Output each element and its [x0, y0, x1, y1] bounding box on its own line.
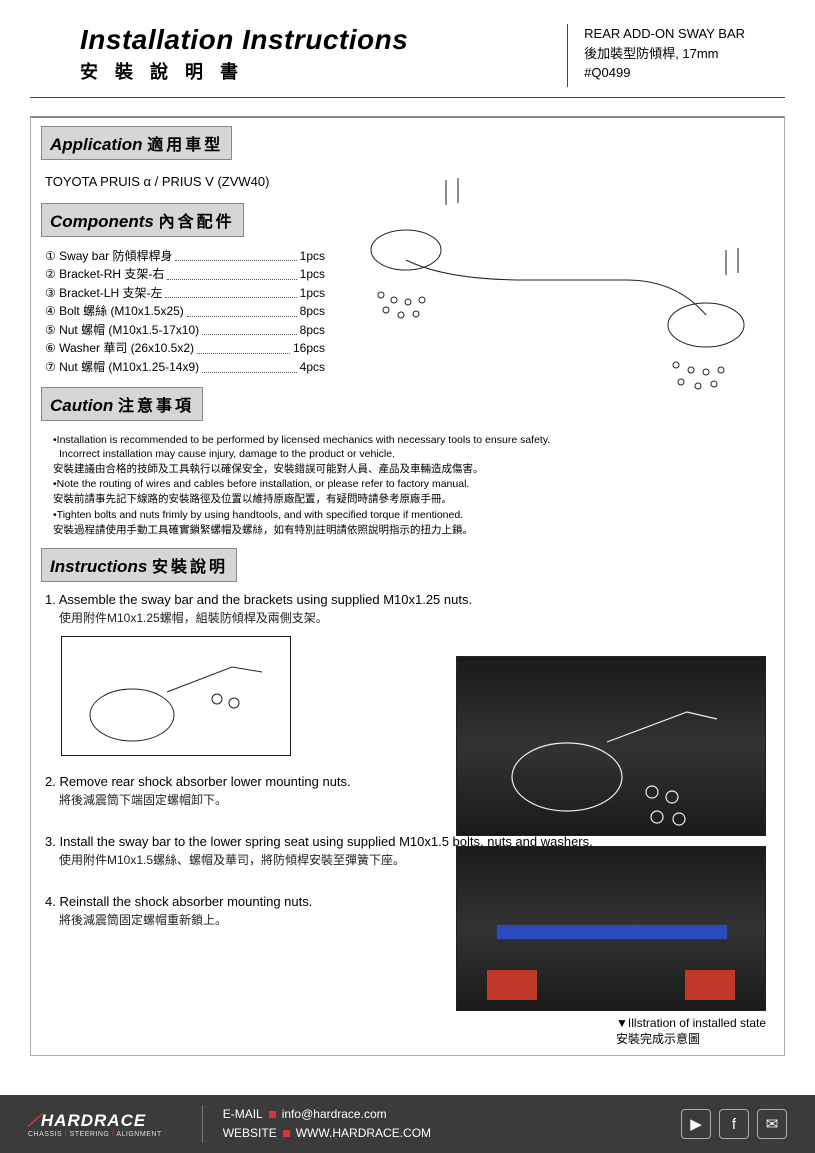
section-label-en: Instructions — [50, 557, 147, 576]
component-label: ② Bracket-RH 支架-右 — [45, 265, 164, 284]
brand-tagline: CHASSIS / STEERING / ALIGNMENT — [28, 1131, 162, 1138]
caution-line: 安裝過程請使用手動工具確實鎖緊螺帽及螺絲，如有特別註明請依照說明指示的扭力上鎖。 — [53, 523, 557, 537]
component-label: ④ Bolt 螺絲 (M10x1.5x25) — [45, 302, 184, 321]
component-qty: 4pcs — [300, 358, 325, 377]
section-instructions: Instructions 安裝說明 — [41, 548, 237, 582]
caution-line: •Tighten bolts and nuts frimly by using … — [53, 508, 557, 522]
product-code: #Q0499 — [584, 63, 745, 83]
social-icons: ▶ f ✉ — [681, 1109, 787, 1139]
component-qty: 8pcs — [300, 302, 325, 321]
component-qty: 1pcs — [300, 284, 325, 303]
step-diagram — [61, 636, 291, 756]
install-photo-1 — [456, 656, 766, 836]
product-info: REAR ADD-ON SWAY BAR 後加裝型防傾桿, 17mm #Q049… — [567, 24, 745, 87]
caption-en: ▼Illstration of installed state — [616, 1016, 766, 1030]
product-name-en: REAR ADD-ON SWAY BAR — [584, 24, 745, 44]
website-label: WEBSITE — [223, 1126, 277, 1140]
content-frame: Application 適用車型 TOYOTA PRUIS α / PRIUS … — [30, 116, 785, 1056]
caution-line: 安裝前請事先記下線路的安裝路徑及位置以維持原廠配置，有疑問時請參考原廠手冊。 — [53, 492, 557, 506]
component-label: ⑤ Nut 螺帽 (M10x1.5-17x10) — [45, 321, 199, 340]
facebook-icon[interactable]: f — [719, 1109, 749, 1139]
section-label-zh: 注意事項 — [118, 398, 194, 415]
component-label: ⑥ Washer 華司 (26x10.5x2) — [45, 339, 194, 358]
section-label-en: Caution — [50, 396, 113, 415]
component-row: ④ Bolt 螺絲 (M10x1.5x25) 8pcs — [45, 302, 325, 321]
brand-name: HARDRACE — [41, 1111, 146, 1130]
wechat-icon[interactable]: ✉ — [757, 1109, 787, 1139]
assembly-diagram — [346, 150, 766, 410]
component-row: ② Bracket-RH 支架-右 1pcs — [45, 265, 325, 284]
page-footer: ⟋HARDRACE CHASSIS / STEERING / ALIGNMENT… — [0, 1095, 815, 1153]
document-header: Installation Instructions 安 裝 說 明 書 REAR… — [30, 0, 785, 98]
title-zh: 安 裝 說 明 書 — [80, 58, 567, 84]
caution-line: •Note the routing of wires and cables be… — [53, 477, 557, 491]
section-components: Components 內含配件 — [41, 203, 244, 237]
step-text-zh: 使用附件M10x1.25螺帽，組裝防傾桿及兩側支架。 — [59, 609, 770, 626]
caption-zh: 安裝完成示意圖 — [616, 1030, 766, 1047]
section-caution: Caution 注意事項 — [41, 387, 203, 421]
brand-logo: ⟋HARDRACE — [28, 1111, 162, 1131]
component-row: ⑤ Nut 螺帽 (M10x1.5-17x10) 8pcs — [45, 321, 325, 340]
step: 1. Assemble the sway bar and the bracket… — [45, 592, 770, 626]
component-qty: 16pcs — [293, 339, 325, 358]
section-label-zh: 內含配件 — [159, 214, 235, 231]
section-label-zh: 安裝說明 — [152, 559, 228, 576]
install-photo-2 — [456, 846, 766, 1011]
title-en: Installation Instructions — [80, 24, 567, 56]
product-name-zh: 後加裝型防傾桿, 17mm — [584, 44, 745, 64]
caution-text: •Installation is recommended to be perfo… — [41, 427, 561, 548]
photo-caption: ▼Illstration of installed state 安裝完成示意圖 — [616, 1016, 766, 1047]
email-label: E-MAIL — [223, 1107, 263, 1121]
section-label-en: Components — [50, 212, 154, 231]
component-label: ⑦ Nut 螺帽 (M10x1.25-14x9) — [45, 358, 199, 377]
component-qty: 1pcs — [300, 247, 325, 266]
component-label: ① Sway bar 防傾桿桿身 — [45, 247, 172, 266]
caution-line: •Installation is recommended to be perfo… — [53, 433, 557, 461]
component-row: ③ Bracket-LH 支架-左 1pcs — [45, 284, 325, 303]
caution-line: 安裝建議由合格的技師及工具執行以確保安全，安裝錯誤可能對人員、產品及車輛造成傷害… — [53, 462, 557, 476]
youtube-icon[interactable]: ▶ — [681, 1109, 711, 1139]
component-label: ③ Bracket-LH 支架-左 — [45, 284, 162, 303]
section-application: Application 適用車型 — [41, 126, 232, 160]
website-value: WWW.HARDRACE.COM — [296, 1126, 431, 1140]
component-row: ① Sway bar 防傾桿桿身 1pcs — [45, 247, 325, 266]
email-value: info@hardrace.com — [282, 1107, 387, 1121]
component-qty: 8pcs — [300, 321, 325, 340]
step-text-en: 1. Assemble the sway bar and the bracket… — [45, 592, 770, 607]
section-label-en: Application — [50, 135, 143, 154]
section-label-zh: 適用車型 — [147, 137, 223, 154]
footer-contact: E-MAIL info@hardrace.com WEBSITE WWW.HARDR… — [202, 1105, 431, 1143]
component-row: ⑥ Washer 華司 (26x10.5x2) 16pcs — [45, 339, 325, 358]
component-row: ⑦ Nut 螺帽 (M10x1.25-14x9) 4pcs — [45, 358, 325, 377]
component-qty: 1pcs — [300, 265, 325, 284]
